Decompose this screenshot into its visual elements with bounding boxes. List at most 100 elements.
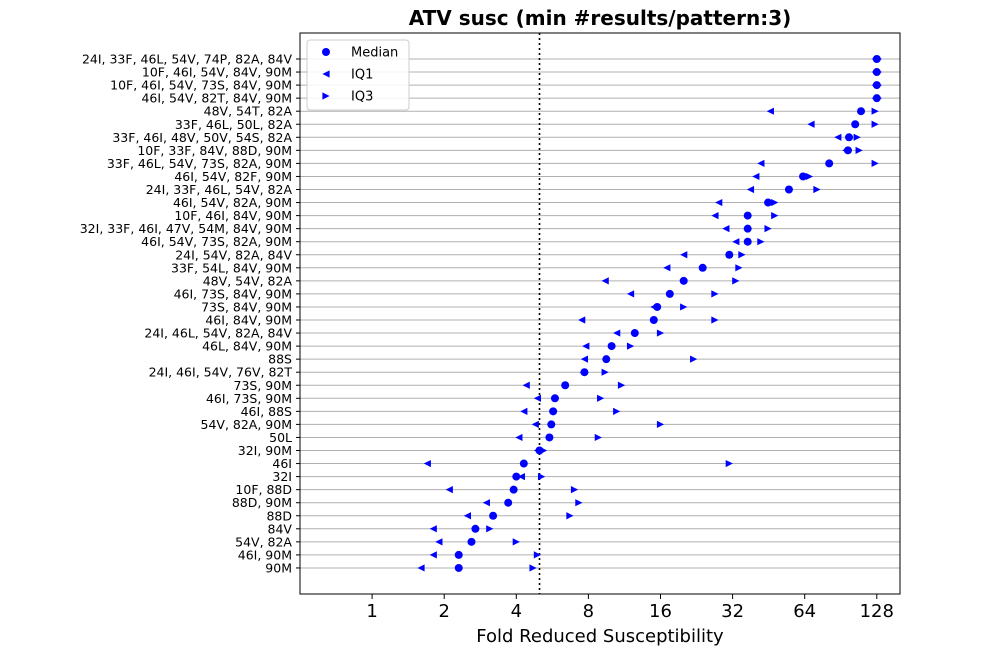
legend-marker-iq1 [322, 70, 330, 78]
point-iq1 [482, 499, 490, 507]
point-iq1 [732, 238, 740, 246]
y-tick-label: 46I, 54V, 82A, 90M [173, 195, 292, 210]
y-tick-label: 88S [268, 352, 292, 367]
point-iq3 [757, 238, 765, 246]
point-median [845, 133, 854, 142]
point-median [509, 485, 518, 494]
point-median [764, 198, 773, 207]
point-iq3 [738, 251, 746, 259]
point-iq1 [417, 564, 425, 572]
y-tick-label: 46I, 54V, 82T, 84V, 90M [141, 91, 292, 106]
y-tick-label: 50L [269, 430, 292, 445]
y-tick-label: 10F, 46I, 84V, 90M [174, 208, 292, 223]
y-tick-label: 46I, 54V, 82F, 90M [174, 169, 292, 184]
y-tick-label: 46L, 84V, 90M [202, 339, 292, 354]
point-iq1 [580, 355, 589, 363]
x-axis-title: Fold Reduced Susceptibility [476, 626, 724, 647]
point-iq3 [732, 277, 740, 285]
point-iq1 [515, 433, 523, 442]
point-iq3 [805, 172, 814, 181]
y-tick-label: 46I, 54V, 73S, 82A, 90M [141, 234, 292, 249]
point-median [607, 342, 616, 351]
point-iq1 [582, 342, 590, 350]
y-tick-label: 46I, 88S [241, 404, 292, 419]
point-median [743, 237, 752, 246]
point-median [489, 511, 498, 520]
point-iq1 [423, 459, 431, 468]
point-median [679, 276, 688, 285]
point-median [454, 563, 463, 572]
point-iq3 [855, 146, 863, 154]
point-median [549, 407, 558, 416]
point-iq1 [766, 107, 774, 115]
y-tick-label: 33F, 54L, 84V, 90M [171, 260, 292, 275]
point-iq3 [566, 512, 574, 520]
point-median [872, 94, 881, 103]
point-median [872, 68, 881, 77]
point-iq3 [575, 499, 583, 507]
y-tick-label: 48V, 54T, 82A [204, 104, 293, 119]
point-median [851, 120, 860, 129]
point-median [561, 381, 570, 390]
legend-label-iq1: IQ1 [351, 68, 373, 83]
point-iq1 [429, 551, 437, 559]
x-tick-label: 8 [583, 601, 594, 622]
point-iq3 [533, 551, 542, 559]
legend-items: Median IQ1 IQ3 [322, 46, 398, 105]
chart-title: ATV susc (min #results/pattern:3) [409, 6, 792, 30]
point-iq3 [871, 107, 879, 115]
point-median [512, 472, 521, 481]
point-median [825, 159, 834, 168]
point-iq1 [522, 381, 530, 389]
point-iq1 [663, 264, 671, 272]
point-iq3 [711, 316, 719, 324]
point-median [665, 289, 674, 298]
legend-label-iq3: IQ3 [351, 90, 373, 105]
point-median [454, 550, 463, 559]
point-iq1 [680, 251, 688, 259]
y-tick-label: 24I, 46L, 54V, 82A, 84V [144, 326, 292, 341]
y-tick-label: 46I, 73S, 90M [206, 391, 292, 406]
point-iq1 [578, 316, 586, 324]
point-iq3 [656, 420, 665, 428]
y-tick-label: 88D, 90M [232, 495, 292, 510]
point-iq1 [531, 420, 539, 428]
grid-lines [300, 58, 900, 569]
point-median [784, 185, 793, 194]
x-tick-label: 64 [793, 601, 816, 622]
x-tick-label: 1 [366, 601, 377, 622]
data-points [417, 55, 883, 572]
point-iq3 [680, 303, 688, 311]
legend-marker-median [322, 48, 330, 56]
point-median [799, 172, 808, 181]
point-iq3 [771, 212, 779, 220]
point-iq3 [771, 198, 779, 207]
point-iq3 [711, 290, 719, 298]
point-median [698, 263, 707, 272]
y-tick-label: 88D [266, 508, 292, 523]
point-iq1 [435, 538, 443, 546]
point-iq3 [656, 329, 665, 337]
point-iq3 [537, 473, 546, 481]
point-iq1 [715, 198, 723, 207]
y-tick-label: 10F, 46I, 54V, 84V, 90M [142, 65, 292, 80]
point-iq3 [529, 564, 537, 572]
point-median [649, 316, 658, 324]
point-iq1 [517, 473, 525, 481]
point-iq3 [597, 394, 605, 402]
point-median [743, 211, 752, 220]
x-tick-label: 32 [721, 601, 744, 622]
y-tick-label: 73S, 84V, 90M [201, 299, 292, 314]
y-tick-label: 90M [265, 560, 292, 575]
point-iq1 [757, 159, 765, 167]
point-iq3 [570, 486, 579, 494]
point-iq3 [690, 355, 698, 363]
point-median [630, 329, 639, 338]
y-tick-label: 32I [272, 469, 292, 484]
point-median [504, 498, 513, 507]
series-median [454, 55, 881, 572]
point-iq3 [725, 459, 733, 468]
point-median [602, 355, 611, 364]
